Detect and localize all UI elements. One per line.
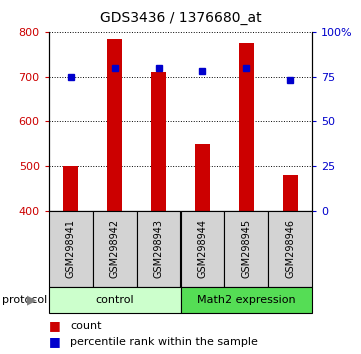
Bar — [283, 175, 298, 211]
Text: control: control — [95, 295, 134, 305]
Bar — [239, 43, 254, 211]
Bar — [63, 166, 78, 211]
Text: protocol: protocol — [2, 295, 47, 305]
Text: GSM298941: GSM298941 — [66, 219, 76, 278]
Bar — [151, 72, 166, 211]
Text: percentile rank within the sample: percentile rank within the sample — [70, 337, 258, 347]
Text: GSM298945: GSM298945 — [242, 219, 251, 278]
Bar — [93, 211, 136, 287]
Text: ■: ■ — [49, 335, 61, 348]
Bar — [49, 211, 93, 287]
Bar — [49, 287, 180, 313]
Bar — [195, 144, 210, 211]
Text: Math2 expression: Math2 expression — [197, 295, 296, 305]
Bar — [136, 211, 180, 287]
Text: GSM298946: GSM298946 — [285, 219, 295, 278]
Bar — [268, 211, 312, 287]
Bar — [107, 39, 122, 211]
Bar — [225, 211, 268, 287]
Text: GDS3436 / 1376680_at: GDS3436 / 1376680_at — [100, 11, 261, 25]
Text: GSM298942: GSM298942 — [110, 219, 119, 278]
Text: ▶: ▶ — [27, 293, 37, 307]
Text: ■: ■ — [49, 319, 61, 332]
Text: GSM298943: GSM298943 — [153, 219, 164, 278]
Bar — [180, 211, 225, 287]
Bar — [180, 287, 312, 313]
Text: count: count — [70, 321, 102, 331]
Text: GSM298944: GSM298944 — [197, 219, 208, 278]
